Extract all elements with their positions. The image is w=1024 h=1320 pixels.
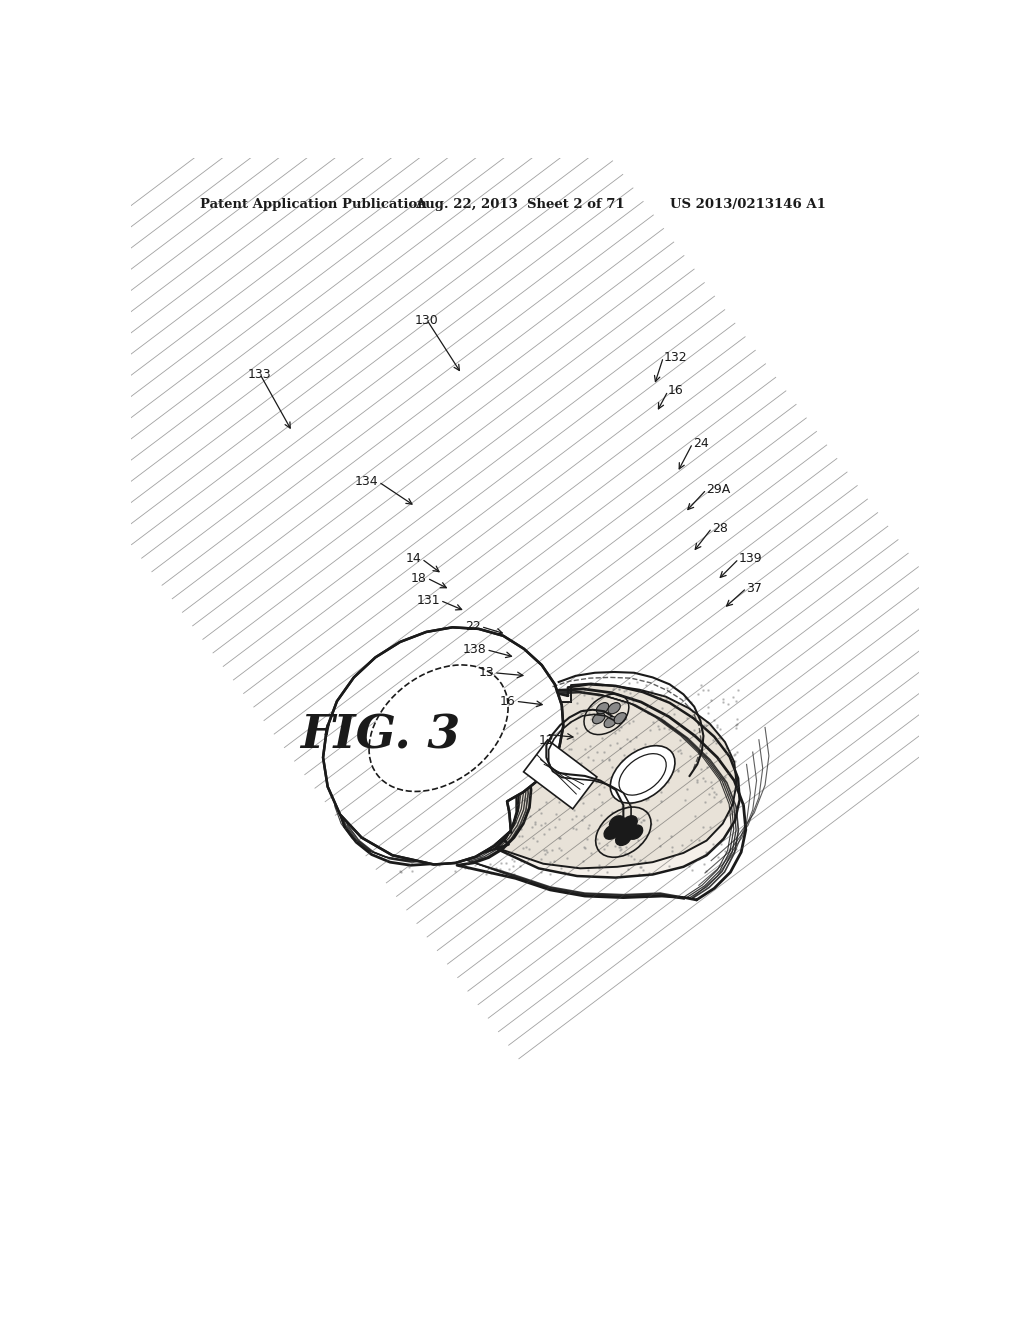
Text: 24: 24 <box>692 437 709 450</box>
Text: 28: 28 <box>712 521 728 535</box>
Text: Patent Application Publication: Patent Application Publication <box>200 198 427 211</box>
Polygon shape <box>396 684 736 869</box>
Ellipse shape <box>614 713 627 723</box>
Text: 131: 131 <box>417 594 440 607</box>
Text: 133: 133 <box>248 367 271 380</box>
Ellipse shape <box>622 816 637 830</box>
Text: 37: 37 <box>746 582 763 594</box>
Ellipse shape <box>615 822 631 836</box>
Text: 13: 13 <box>478 667 494 680</box>
Polygon shape <box>523 741 597 809</box>
Text: 132: 132 <box>664 351 687 363</box>
Ellipse shape <box>604 717 616 727</box>
Text: 12: 12 <box>539 734 554 747</box>
Text: Aug. 22, 2013  Sheet 2 of 71: Aug. 22, 2013 Sheet 2 of 71 <box>416 198 625 211</box>
Ellipse shape <box>593 713 605 723</box>
Ellipse shape <box>604 825 620 840</box>
Ellipse shape <box>609 816 625 830</box>
Text: 138: 138 <box>463 643 486 656</box>
Text: US 2013/0213146 A1: US 2013/0213146 A1 <box>670 198 825 211</box>
Text: 29A: 29A <box>707 483 731 496</box>
Polygon shape <box>323 627 563 865</box>
Polygon shape <box>336 689 745 900</box>
Text: FIG. 3: FIG. 3 <box>300 713 460 759</box>
Text: 139: 139 <box>739 552 763 565</box>
Text: 130: 130 <box>415 314 439 326</box>
Ellipse shape <box>627 825 643 840</box>
Ellipse shape <box>615 832 631 845</box>
Text: 16: 16 <box>668 384 684 397</box>
Text: 18: 18 <box>411 572 427 585</box>
Ellipse shape <box>369 665 508 792</box>
Ellipse shape <box>610 746 675 803</box>
Polygon shape <box>383 684 739 878</box>
Text: 134: 134 <box>355 475 379 488</box>
Ellipse shape <box>608 702 621 714</box>
Text: 14: 14 <box>406 552 422 565</box>
Text: 22: 22 <box>465 620 481 634</box>
Ellipse shape <box>596 702 608 714</box>
Text: 16: 16 <box>500 694 515 708</box>
